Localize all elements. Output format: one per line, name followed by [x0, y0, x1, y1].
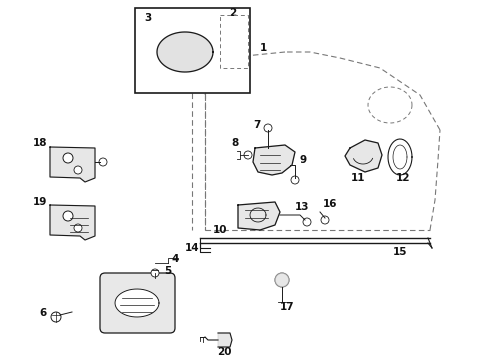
Circle shape: [63, 153, 73, 163]
Circle shape: [74, 166, 82, 174]
Circle shape: [151, 269, 159, 277]
Polygon shape: [50, 147, 95, 182]
Polygon shape: [157, 32, 213, 72]
Polygon shape: [50, 205, 95, 240]
Text: 14: 14: [185, 243, 199, 253]
Polygon shape: [345, 140, 382, 172]
Text: 1: 1: [259, 43, 267, 53]
Circle shape: [303, 218, 311, 226]
Text: 18: 18: [33, 138, 47, 148]
Circle shape: [264, 124, 272, 132]
FancyBboxPatch shape: [100, 273, 175, 333]
Polygon shape: [388, 139, 412, 175]
Circle shape: [153, 47, 163, 57]
Circle shape: [99, 158, 107, 166]
Polygon shape: [275, 273, 289, 287]
Text: 5: 5: [164, 266, 171, 276]
Text: 3: 3: [145, 13, 151, 23]
Circle shape: [275, 273, 289, 287]
Text: 17: 17: [280, 302, 294, 312]
Circle shape: [206, 70, 214, 78]
Circle shape: [321, 216, 329, 224]
Text: 19: 19: [33, 197, 47, 207]
Polygon shape: [238, 202, 280, 230]
Circle shape: [51, 312, 61, 322]
Circle shape: [291, 176, 299, 184]
Circle shape: [244, 151, 252, 159]
Circle shape: [63, 211, 73, 221]
Text: 8: 8: [231, 138, 239, 148]
Text: 16: 16: [323, 199, 337, 209]
Bar: [135, 8, 250, 93]
Polygon shape: [218, 333, 232, 347]
Text: 7: 7: [253, 120, 261, 130]
Text: 20: 20: [217, 347, 231, 357]
Text: 13: 13: [295, 202, 309, 212]
Text: 2: 2: [229, 8, 237, 18]
Text: 10: 10: [213, 225, 227, 235]
Text: 9: 9: [299, 155, 307, 165]
Text: 4: 4: [172, 254, 179, 264]
Text: 15: 15: [393, 247, 407, 257]
Text: 11: 11: [351, 173, 365, 183]
Text: 6: 6: [39, 308, 47, 318]
Polygon shape: [115, 289, 159, 317]
Text: 12: 12: [396, 173, 410, 183]
Polygon shape: [253, 145, 295, 175]
Circle shape: [74, 224, 82, 232]
